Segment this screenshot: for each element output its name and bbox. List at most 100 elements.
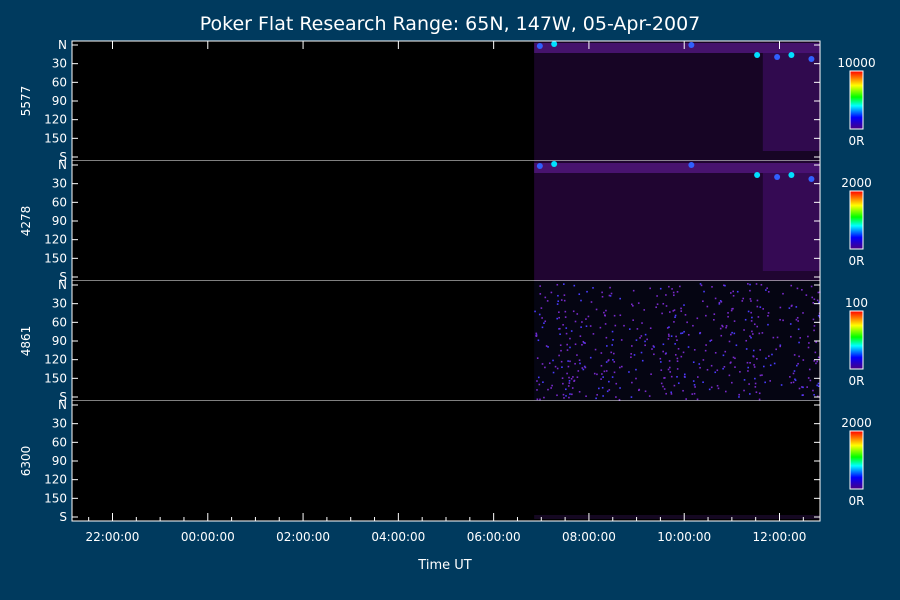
- colorbar-min-label: 0R: [849, 374, 865, 388]
- noise-pixel: [600, 352, 603, 354]
- noise-pixel: [706, 305, 709, 308]
- noise-pixel: [540, 307, 543, 309]
- y-tick-label: 60: [52, 195, 67, 209]
- emission-spot: [688, 162, 695, 168]
- noise-pixel: [667, 333, 670, 336]
- y-tick-label: 150: [44, 491, 67, 505]
- noise-pixel: [636, 328, 639, 330]
- noise-pixel: [805, 294, 808, 296]
- noise-pixel: [574, 343, 577, 346]
- noise-pixel: [772, 336, 775, 339]
- noise-pixel: [722, 367, 724, 370]
- x-tick-label: 10:00:00: [657, 530, 711, 544]
- noise-pixel: [569, 393, 571, 395]
- noise-pixel: [538, 313, 541, 316]
- emission-spot: [551, 161, 558, 167]
- noise-pixel: [640, 335, 643, 337]
- noise-pixel: [798, 387, 801, 390]
- noise-pixel: [816, 395, 819, 398]
- noise-pixel: [662, 343, 665, 346]
- x-tick-label: 00:00:00: [181, 530, 235, 544]
- noise-pixel: [604, 323, 607, 325]
- noise-pixel: [685, 398, 687, 400]
- noise-pixel: [676, 376, 678, 378]
- noise-pixel: [551, 384, 553, 387]
- noise-pixel: [543, 396, 545, 399]
- noise-pixel: [556, 283, 559, 286]
- noise-pixel: [699, 332, 701, 335]
- noise-pixel: [730, 292, 732, 294]
- emission-spot: [754, 172, 761, 178]
- noise-pixel: [562, 393, 565, 396]
- y-tick-label: 90: [52, 334, 67, 348]
- noise-pixel: [743, 329, 745, 331]
- noise-pixel: [621, 365, 623, 368]
- noise-pixel: [649, 287, 651, 290]
- noise-pixel: [600, 364, 603, 367]
- noise-pixel: [567, 385, 570, 387]
- noise-pixel: [541, 317, 543, 319]
- noise-pixel: [736, 290, 739, 293]
- noise-pixel: [813, 325, 816, 327]
- noise-pixel: [630, 356, 632, 359]
- noise-pixel: [687, 346, 690, 348]
- noise-pixel: [561, 366, 563, 368]
- noise-pixel: [733, 320, 736, 322]
- noise-pixel: [753, 364, 755, 366]
- noise-pixel: [653, 346, 655, 348]
- noise-pixel: [556, 317, 558, 320]
- noise-pixel: [612, 352, 615, 355]
- noise-pixel: [790, 381, 793, 384]
- noise-pixel: [664, 377, 666, 379]
- noise-pixel: [614, 324, 617, 327]
- noise-pixel: [799, 337, 802, 339]
- noise-pixel: [731, 308, 733, 310]
- noise-pixel: [759, 306, 762, 308]
- noise-pixel: [730, 333, 732, 336]
- y-tick-label: 90: [52, 94, 67, 108]
- noise-pixel: [779, 318, 781, 321]
- noise-pixel: [568, 396, 570, 399]
- noise-pixel: [574, 362, 576, 365]
- noise-pixel: [562, 323, 564, 326]
- noise-pixel: [795, 306, 798, 308]
- noise-pixel: [802, 386, 804, 389]
- y-tick-label: 150: [44, 131, 67, 145]
- noise-pixel: [759, 349, 762, 351]
- noise-pixel: [771, 353, 773, 356]
- noise-pixel: [600, 378, 602, 380]
- noise-pixel: [641, 322, 643, 324]
- noise-pixel: [752, 349, 755, 352]
- colorbar: [849, 70, 864, 130]
- noise-pixel: [728, 374, 731, 377]
- noise-pixel: [683, 304, 685, 306]
- noise-pixel: [630, 353, 632, 355]
- noise-pixel: [566, 372, 568, 375]
- noise-pixel: [662, 385, 664, 388]
- noise-pixel: [708, 388, 711, 391]
- noise-pixel: [730, 309, 733, 312]
- noise-pixel: [691, 393, 694, 395]
- noise-pixel: [669, 311, 671, 313]
- noise-pixel: [769, 380, 771, 382]
- colorbar: [849, 430, 864, 490]
- noise-pixel: [565, 327, 568, 329]
- noise-pixel: [552, 371, 555, 374]
- noise-pixel: [721, 324, 723, 327]
- noise-pixel: [817, 314, 820, 317]
- y-tick-label: 60: [52, 435, 67, 449]
- panel-6300: N 30 60 90 120 150 S 6300 2000 0R: [19, 398, 872, 524]
- y-tick-label: 90: [52, 214, 67, 228]
- noise-pixel: [585, 395, 587, 398]
- noise-pixel: [727, 312, 729, 314]
- noise-pixel: [767, 290, 770, 293]
- noise-pixel: [558, 354, 560, 357]
- noise-pixel: [801, 394, 804, 396]
- noise-pixel: [605, 336, 608, 339]
- noise-pixel: [710, 339, 713, 342]
- colorbar-max-label: 2000: [841, 176, 872, 190]
- noise-pixel: [754, 377, 756, 380]
- noise-pixel: [741, 300, 744, 302]
- noise-pixel: [669, 371, 672, 373]
- noise-pixel: [651, 348, 653, 350]
